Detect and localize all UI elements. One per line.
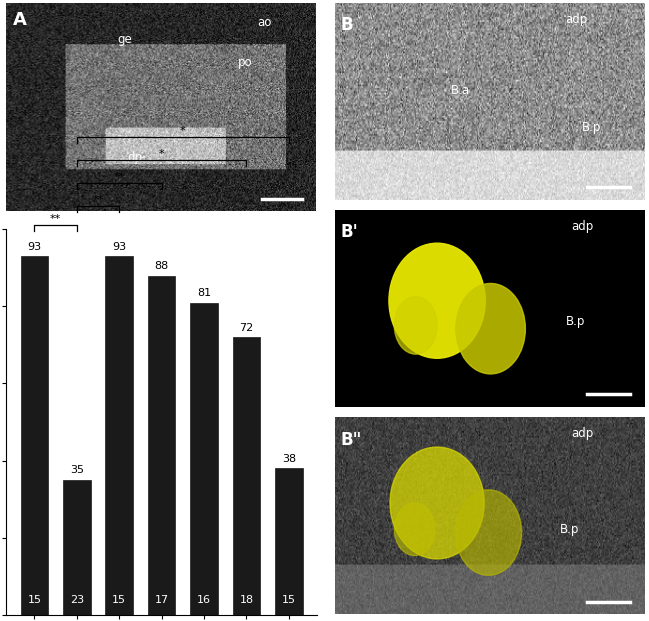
Text: B.p: B.p xyxy=(560,523,580,535)
Bar xyxy=(63,480,91,615)
Bar xyxy=(21,256,48,615)
Text: 88: 88 xyxy=(154,261,169,271)
Text: ao: ao xyxy=(258,16,272,29)
Text: 93: 93 xyxy=(112,242,127,252)
Text: 15: 15 xyxy=(282,595,296,605)
Bar xyxy=(148,276,175,615)
Text: B": B" xyxy=(341,430,362,448)
Ellipse shape xyxy=(390,447,484,559)
Text: dp: dp xyxy=(127,152,142,165)
Text: 16: 16 xyxy=(197,595,211,605)
Bar xyxy=(105,256,133,615)
Text: 35: 35 xyxy=(70,465,84,475)
Text: 38: 38 xyxy=(282,454,296,464)
Text: **: ** xyxy=(114,172,125,182)
Text: B.a: B.a xyxy=(451,84,470,96)
Text: B': B' xyxy=(341,224,358,242)
Text: po: po xyxy=(238,56,252,68)
Bar xyxy=(233,337,260,615)
Text: adp: adp xyxy=(571,427,593,440)
Text: **: ** xyxy=(92,195,104,205)
Bar xyxy=(190,302,218,615)
Ellipse shape xyxy=(395,297,437,354)
Text: *: * xyxy=(180,125,186,135)
Text: 72: 72 xyxy=(239,322,254,333)
Bar xyxy=(275,468,302,615)
Text: 15: 15 xyxy=(112,595,126,605)
Ellipse shape xyxy=(456,283,526,374)
Text: 15: 15 xyxy=(27,595,42,605)
Text: adp: adp xyxy=(565,13,588,26)
Text: 23: 23 xyxy=(69,595,84,605)
Text: adp: adp xyxy=(571,220,593,233)
Text: *: * xyxy=(159,149,164,159)
Text: 18: 18 xyxy=(239,595,254,605)
Text: B: B xyxy=(341,16,354,34)
Text: 81: 81 xyxy=(197,288,211,298)
Text: 93: 93 xyxy=(27,242,42,252)
Text: **: ** xyxy=(50,214,61,224)
Text: B.p: B.p xyxy=(565,315,585,329)
Ellipse shape xyxy=(395,503,435,556)
Text: A: A xyxy=(12,11,27,29)
Text: ge: ge xyxy=(117,33,132,46)
Ellipse shape xyxy=(456,490,522,575)
Ellipse shape xyxy=(389,243,485,358)
Text: 17: 17 xyxy=(154,595,169,605)
Text: B.p: B.p xyxy=(582,121,601,134)
